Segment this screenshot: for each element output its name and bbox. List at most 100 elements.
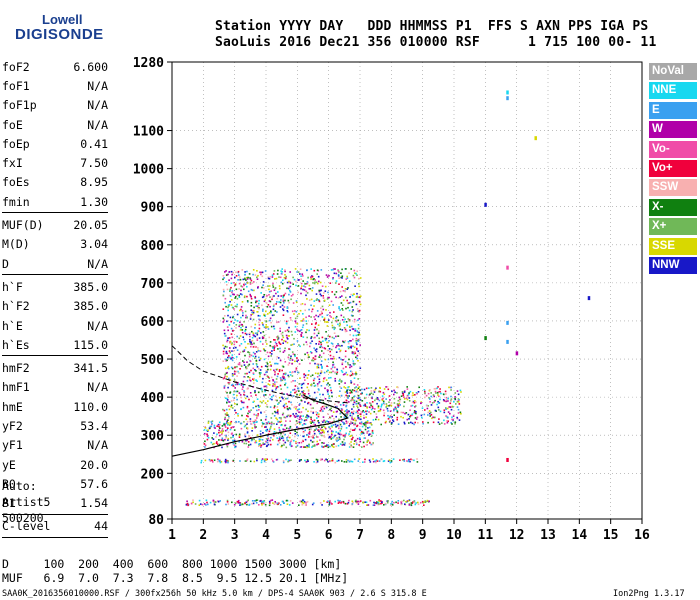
echo-point: [391, 422, 393, 424]
echo-point: [403, 421, 406, 424]
echo-point: [276, 321, 278, 324]
echo-point: [363, 445, 365, 448]
echo-point: [360, 423, 362, 425]
echo-point: [339, 328, 342, 331]
echo-point: [278, 285, 281, 287]
echo-point: [371, 397, 373, 400]
echo-point: [302, 288, 304, 291]
echo-point: [238, 288, 240, 290]
echo-point: [251, 282, 254, 284]
echo-point: [347, 386, 349, 389]
echo-point: [224, 271, 226, 273]
echo-point: [207, 420, 210, 423]
echo-point: [228, 423, 231, 426]
echo-point: [262, 331, 265, 333]
echo-point: [226, 352, 229, 355]
echo-point: [272, 502, 274, 504]
echo-point: [318, 389, 320, 391]
echo-point: [256, 417, 258, 419]
echo-point: [224, 416, 226, 419]
echo-point: [218, 434, 221, 437]
echo-point: [389, 461, 392, 464]
echo-point: [293, 337, 295, 340]
echo-point: [328, 340, 330, 342]
echo-point: [365, 424, 367, 426]
echo-point: [358, 333, 361, 336]
echo-point: [280, 270, 282, 272]
echo-point: [232, 385, 235, 387]
echo-point: [426, 404, 428, 407]
echo-point: [252, 401, 254, 403]
echo-point: [267, 326, 269, 328]
echo-point: [239, 321, 241, 324]
param-value: N/A: [87, 438, 108, 453]
echo-point: [358, 409, 360, 411]
echo-point: [353, 429, 356, 431]
echo-point: [437, 406, 440, 409]
echo-point: [250, 345, 252, 348]
echo-point: [277, 409, 279, 411]
echo-point: [243, 425, 246, 428]
echo-point: [244, 278, 246, 280]
echo-point: [249, 316, 252, 318]
echo-point: [335, 415, 337, 418]
echo-point: [411, 502, 414, 504]
echo-point: [267, 368, 269, 371]
echo-point: [262, 310, 264, 312]
echo-point: [241, 293, 243, 296]
echo-point: [355, 272, 357, 275]
echo-point: [451, 416, 453, 419]
echo-point: [298, 363, 301, 365]
echo-point: [350, 428, 352, 431]
echo-point: [368, 440, 371, 443]
echo-point: [269, 351, 271, 354]
echo-point: [316, 366, 319, 369]
echo-point: [351, 503, 354, 505]
echo-point: [323, 318, 326, 321]
echo-point: [256, 499, 259, 501]
echo-point: [321, 346, 324, 349]
echo-point: [331, 503, 333, 505]
echo-point: [346, 389, 348, 392]
echo-point: [282, 443, 285, 445]
echo-point: [359, 295, 362, 297]
echo-point: [374, 408, 376, 410]
echo-point: [296, 357, 298, 359]
echo-point: [301, 439, 304, 442]
echo-point: [339, 390, 341, 392]
echo-point: [284, 269, 286, 271]
echo-point: [311, 289, 313, 292]
echo-point: [300, 459, 302, 461]
echo-point: [346, 503, 349, 505]
echo-point: [309, 351, 312, 353]
echo-point: [275, 388, 277, 391]
echo-point: [355, 403, 358, 405]
echo-point: [350, 345, 353, 348]
echo-point: [288, 504, 291, 506]
echo-point: [371, 443, 374, 446]
echo-point: [352, 274, 355, 277]
echo-point: [300, 418, 302, 420]
echo-point: [286, 341, 289, 344]
echo-point: [224, 424, 226, 427]
echo-point: [317, 429, 319, 431]
echo-point: [325, 274, 328, 276]
echo-point: [235, 327, 237, 329]
x-tick-label: 3: [231, 528, 239, 543]
echo-point: [317, 443, 320, 445]
echo-point: [284, 347, 286, 350]
echo-point: [263, 300, 266, 303]
echo-point: [248, 333, 251, 335]
echo-point: [274, 287, 277, 289]
echo-point: [206, 435, 209, 437]
echo-point: [290, 330, 293, 333]
echo-point: [338, 306, 340, 308]
echo-point: [335, 272, 338, 275]
echo-point: [416, 458, 418, 460]
echo-point: [361, 388, 363, 391]
echo-point: [367, 430, 370, 432]
x-tick-label: 15: [603, 528, 619, 543]
param-row: hmF1 N/A: [2, 378, 108, 397]
param-label: MUF(D): [2, 218, 44, 233]
echo-point: [345, 330, 348, 332]
